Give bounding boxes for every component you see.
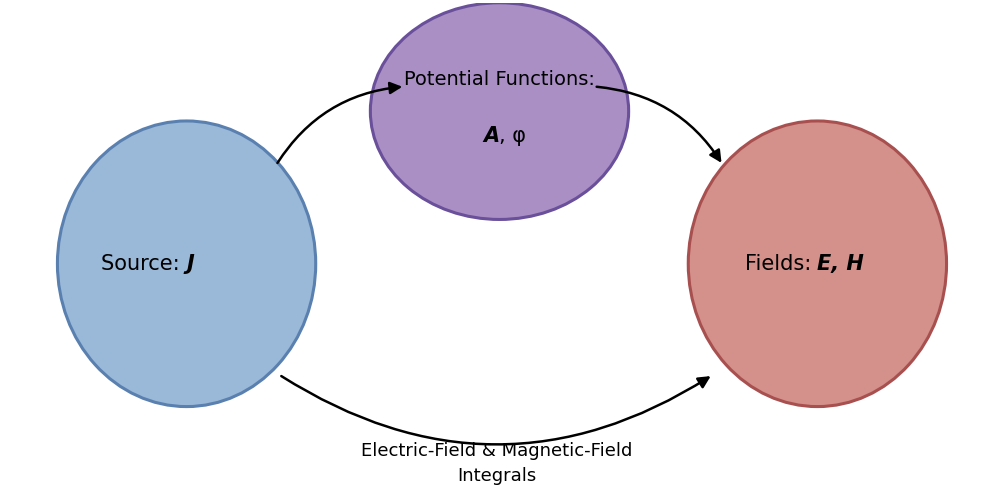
Ellipse shape (371, 3, 628, 220)
Text: E, H: E, H (817, 254, 864, 274)
Text: Electric-Field & Magnetic-Field
Integrals: Electric-Field & Magnetic-Field Integral… (361, 442, 632, 485)
Ellipse shape (57, 121, 316, 406)
Text: Fields:: Fields: (744, 254, 817, 274)
Ellipse shape (688, 121, 946, 406)
Text: Source:: Source: (101, 254, 187, 274)
Text: A: A (484, 125, 500, 146)
Text: J: J (187, 254, 195, 274)
Text: Potential Functions:: Potential Functions: (404, 70, 595, 89)
Text: , φ: , φ (500, 125, 526, 146)
